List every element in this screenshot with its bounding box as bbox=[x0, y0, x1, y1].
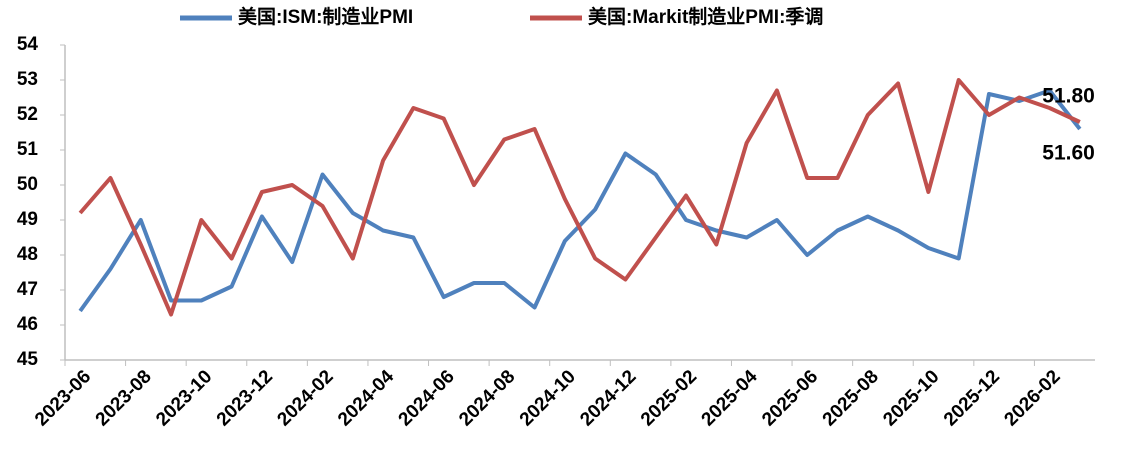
x-tick-label: 2023-08 bbox=[92, 366, 156, 430]
x-tick-label: 2025-10 bbox=[879, 366, 943, 430]
x-tick-label: 2023-10 bbox=[152, 366, 216, 430]
y-tick-label: 47 bbox=[17, 279, 38, 300]
line-series bbox=[78, 88, 1082, 313]
x-tick-label: 2024-10 bbox=[516, 366, 580, 430]
x-tick-label: 2024-12 bbox=[576, 366, 640, 430]
y-tick-label: 53 bbox=[17, 69, 38, 90]
x-tick-label: 2025-06 bbox=[758, 366, 822, 430]
x-tick-label: 2024-02 bbox=[273, 366, 337, 430]
y-tick-label: 45 bbox=[17, 349, 39, 370]
legend-label: 美国:ISM:制造业PMI bbox=[238, 5, 413, 28]
x-tick-label: 2024-04 bbox=[334, 366, 398, 430]
x-tick-label: 2025-08 bbox=[819, 366, 883, 430]
legend-label: 美国:Markit制造业PMI:季调 bbox=[588, 5, 823, 28]
line-series bbox=[78, 78, 1081, 317]
y-tick-label: 46 bbox=[17, 314, 38, 335]
y-tick-label: 52 bbox=[17, 104, 38, 125]
x-tick-label: 2025-12 bbox=[940, 366, 1004, 430]
x-tick-label: 2023-12 bbox=[213, 366, 277, 430]
y-tick-label: 51 bbox=[17, 139, 39, 160]
data-label: 51.80 bbox=[1042, 85, 1095, 108]
data-label: 51.60 bbox=[1042, 142, 1095, 165]
y-tick-label: 50 bbox=[17, 174, 38, 195]
y-tick-label: 49 bbox=[17, 209, 38, 230]
x-tick-label: 2025-04 bbox=[698, 366, 762, 430]
x-tick-label: 2024-08 bbox=[455, 366, 519, 430]
x-tick-label: 2025-02 bbox=[637, 366, 701, 430]
x-tick-label: 2024-06 bbox=[395, 366, 459, 430]
y-tick-label: 48 bbox=[17, 244, 38, 265]
x-tick-label: 2026-02 bbox=[1000, 366, 1064, 430]
y-tick-label: 54 bbox=[17, 34, 39, 55]
x-tick-label: 2023-06 bbox=[31, 366, 95, 430]
